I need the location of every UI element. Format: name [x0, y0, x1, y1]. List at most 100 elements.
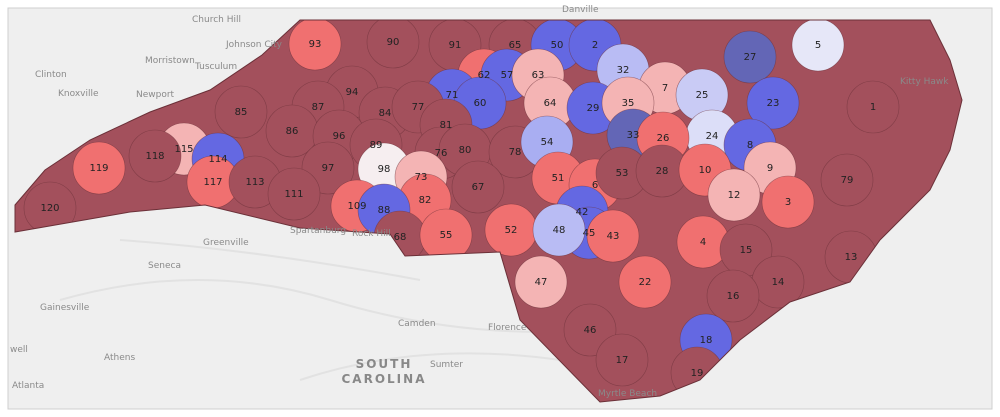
district-label: 84	[379, 108, 392, 119]
district-label: 1	[870, 102, 876, 113]
district-label: 9	[767, 163, 773, 174]
district	[723, 30, 777, 84]
city-label: Kitty Hawk	[900, 77, 949, 87]
district-label: 62	[478, 70, 491, 81]
city-label: Tusculum	[194, 62, 237, 72]
district-label: 65	[509, 40, 522, 51]
district-label: 53	[616, 168, 629, 179]
district-label: 64	[544, 98, 557, 109]
district-label: 87	[312, 102, 325, 113]
district-label: 117	[203, 177, 222, 188]
district-label: 98	[378, 164, 391, 175]
district-label: 45	[583, 228, 596, 239]
district-label: 27	[744, 52, 757, 63]
district-label: 86	[286, 126, 299, 137]
city-label: Rock Hill	[352, 229, 391, 239]
city-label: Sumter	[430, 360, 463, 370]
district	[214, 85, 268, 139]
district-label: 43	[607, 231, 620, 242]
district-label: 51	[552, 173, 565, 184]
state-label: SOUTH	[356, 357, 413, 371]
district-label: 25	[696, 90, 709, 101]
district-label: 76	[435, 148, 448, 159]
district-label: 97	[322, 163, 335, 174]
district	[761, 175, 815, 229]
district-label: 10	[699, 165, 712, 176]
district	[706, 269, 760, 323]
district	[514, 255, 568, 309]
city-label: Seneca	[148, 261, 181, 271]
district-label: 52	[505, 225, 518, 236]
district-label: 26	[657, 133, 670, 144]
district-label: 68	[394, 232, 407, 243]
district-label: 35	[622, 98, 635, 109]
city-label: Spartanburg	[290, 226, 346, 236]
district-label: 46	[584, 325, 597, 336]
district-label: 22	[639, 277, 652, 288]
city-label: Florence	[488, 323, 527, 333]
district	[791, 20, 845, 72]
district-label: 15	[740, 245, 753, 256]
district-label: 42	[576, 207, 589, 218]
district-label: 33	[627, 130, 640, 141]
city-label: Gainesville	[40, 303, 90, 313]
district-label: 47	[535, 277, 548, 288]
district-label: 14	[772, 277, 785, 288]
roads	[59, 239, 601, 381]
district-label: 24	[706, 131, 719, 142]
city-label: Danville	[562, 5, 599, 15]
district-label: 54	[541, 137, 554, 148]
district-label: 55	[440, 230, 453, 241]
district-label: 115	[174, 144, 193, 155]
district-label: 63	[532, 70, 545, 81]
district-label: 119	[89, 163, 108, 174]
district	[618, 255, 672, 309]
district-label: 78	[509, 147, 522, 158]
district-label: 60	[474, 98, 487, 109]
district-label: 7	[662, 83, 668, 94]
district-label: 5	[815, 40, 821, 51]
district-label: 114	[208, 154, 227, 165]
district-label: 73	[415, 172, 428, 183]
city-label: Knoxville	[58, 89, 99, 99]
district-label: 28	[656, 166, 669, 177]
district-label: 118	[145, 151, 164, 162]
district	[128, 129, 182, 183]
district-label: 77	[412, 102, 425, 113]
district	[820, 153, 874, 207]
district-label: 2	[592, 40, 598, 51]
district-label: 111	[284, 189, 303, 200]
district-label: 13	[845, 252, 858, 263]
city-label: Athens	[104, 353, 135, 363]
district-label: 93	[309, 39, 322, 50]
city-label: well	[10, 345, 28, 355]
district-label: 85	[235, 107, 248, 118]
district-label: 4	[700, 237, 706, 248]
district-label: 6	[592, 180, 598, 191]
city-label: Myrtle Beach	[598, 389, 657, 399]
district-label: 50	[551, 40, 564, 51]
district-label: 48	[553, 225, 566, 236]
district-label: 81	[440, 120, 453, 131]
districts	[15, 20, 962, 402]
district	[288, 20, 342, 71]
district-label: 12	[728, 190, 741, 201]
district-label: 120	[40, 203, 59, 214]
district-label: 89	[370, 140, 383, 151]
district	[532, 203, 586, 257]
district	[707, 168, 761, 222]
city-label: Clinton	[35, 70, 67, 80]
district-label: 82	[419, 195, 432, 206]
city-label: Atlanta	[12, 381, 44, 391]
city-label: Morristown	[145, 56, 195, 66]
district	[267, 167, 321, 221]
district-label: 3	[785, 197, 791, 208]
district-label: 8	[747, 140, 753, 151]
district-label: 96	[333, 131, 346, 142]
district-label: 90	[387, 37, 400, 48]
district-label: 17	[616, 355, 629, 366]
district	[595, 333, 649, 387]
district-label: 18	[700, 335, 713, 346]
district-label: 80	[459, 145, 472, 156]
